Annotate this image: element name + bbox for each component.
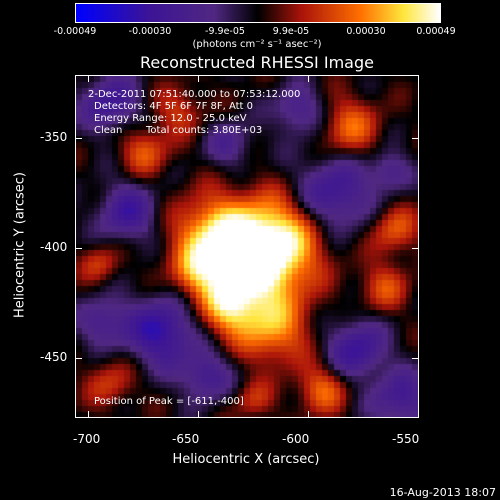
x-tick-label: -700 <box>73 432 101 446</box>
x-tick-label: -650 <box>172 432 200 446</box>
y-tick-label: -350 <box>40 130 68 144</box>
detectors-text: Detectors: 4F 5F 6F 7F 8F, Att 0 <box>94 101 254 112</box>
colorbar-tick-label: 0.00030 <box>346 26 386 37</box>
x-major-tick <box>308 411 309 417</box>
y-major-tick <box>412 138 418 139</box>
y-axis-label: Heliocentric Y (arcsec) <box>12 172 28 318</box>
colorbar-tick-label: 0.00049 <box>416 26 456 37</box>
image-plot-area: 2-Dec-2011 07:51:40.000 to 07:53:12.000 … <box>75 75 419 418</box>
x-major-tick <box>198 76 199 82</box>
colorbar-tick-label: 9.9e-05 <box>272 26 310 37</box>
peak-position-text: Position of Peak = [-611,-400] <box>94 396 244 407</box>
y-major-tick <box>76 138 82 139</box>
algorithm-text: Clean <box>94 125 123 136</box>
colorbar-tick-label: -9.9e-05 <box>205 26 245 37</box>
x-major-tick <box>198 411 199 417</box>
total-counts-text: Total counts: 3.80E+03 <box>146 125 263 136</box>
image-title: Reconstructed RHESSI Image <box>140 53 374 72</box>
colorbar-tick-label: -0.00030 <box>128 26 172 37</box>
x-major-tick <box>308 76 309 82</box>
time-range-text: 2-Dec-2011 07:51:40.000 to 07:53:12.000 <box>88 89 301 100</box>
x-major-tick <box>418 411 419 417</box>
y-major-tick <box>412 358 418 359</box>
x-major-tick <box>88 76 89 82</box>
y-tick-label: -400 <box>40 240 68 254</box>
x-axis-label: Heliocentric X (arcsec) <box>172 452 320 467</box>
y-major-tick <box>76 248 82 249</box>
x-tick-label: -550 <box>392 432 420 446</box>
colorbar-tick-label: -0.00049 <box>53 26 97 37</box>
y-major-tick <box>412 248 418 249</box>
y-major-tick <box>76 358 82 359</box>
colorbar <box>75 3 441 23</box>
y-tick-label: -450 <box>40 350 68 364</box>
x-tick-label: -600 <box>282 432 310 446</box>
rhessi-image <box>76 76 418 417</box>
x-major-tick <box>88 411 89 417</box>
timestamp-footer: 16-Aug-2013 18:07 <box>389 486 496 499</box>
colorbar-unit-label: (photons cm⁻² s⁻¹ asec⁻²) <box>192 39 322 50</box>
energy-range-text: Energy Range: 12.0 - 25.0 keV <box>94 113 247 124</box>
